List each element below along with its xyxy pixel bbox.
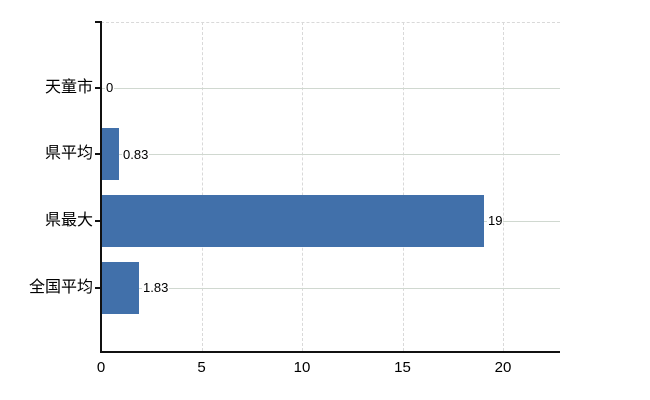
y-axis-tick bbox=[95, 87, 101, 89]
x-tick-label: 15 bbox=[394, 359, 411, 376]
category-gridline bbox=[101, 88, 560, 89]
bar-4 bbox=[102, 262, 139, 314]
category-label: 全国平均 bbox=[28, 279, 93, 296]
category-gridline bbox=[101, 154, 560, 155]
plot-top-border bbox=[101, 22, 560, 23]
v-gridline bbox=[503, 22, 504, 351]
category-gridline bbox=[101, 288, 560, 289]
bar-value-label: 19 bbox=[487, 213, 504, 228]
y-axis-tick bbox=[95, 220, 101, 222]
y-axis-tick bbox=[95, 287, 101, 289]
category-label: 県平均 bbox=[44, 145, 93, 162]
x-axis-line bbox=[100, 351, 560, 353]
x-tick-label: 10 bbox=[293, 359, 311, 376]
bar-3 bbox=[102, 195, 484, 247]
x-tick-label: 5 bbox=[197, 359, 206, 376]
v-gridline bbox=[201, 22, 203, 351]
x-tick-label: 20 bbox=[494, 359, 512, 376]
y-axis-tick bbox=[95, 153, 101, 155]
x-tick-label: 0 bbox=[96, 359, 106, 376]
y-axis-line bbox=[100, 21, 102, 352]
bar-value-label: 0.83 bbox=[122, 147, 150, 162]
y-axis-top-tick bbox=[95, 21, 101, 23]
category-label: 天童市 bbox=[44, 79, 93, 96]
category-label: 県最大 bbox=[44, 212, 93, 229]
bar-value-label: 0 bbox=[105, 80, 115, 95]
v-gridline bbox=[402, 22, 404, 351]
bar-2 bbox=[102, 128, 119, 180]
v-gridline bbox=[302, 22, 303, 351]
bar-value-label: 1.83 bbox=[142, 280, 170, 295]
